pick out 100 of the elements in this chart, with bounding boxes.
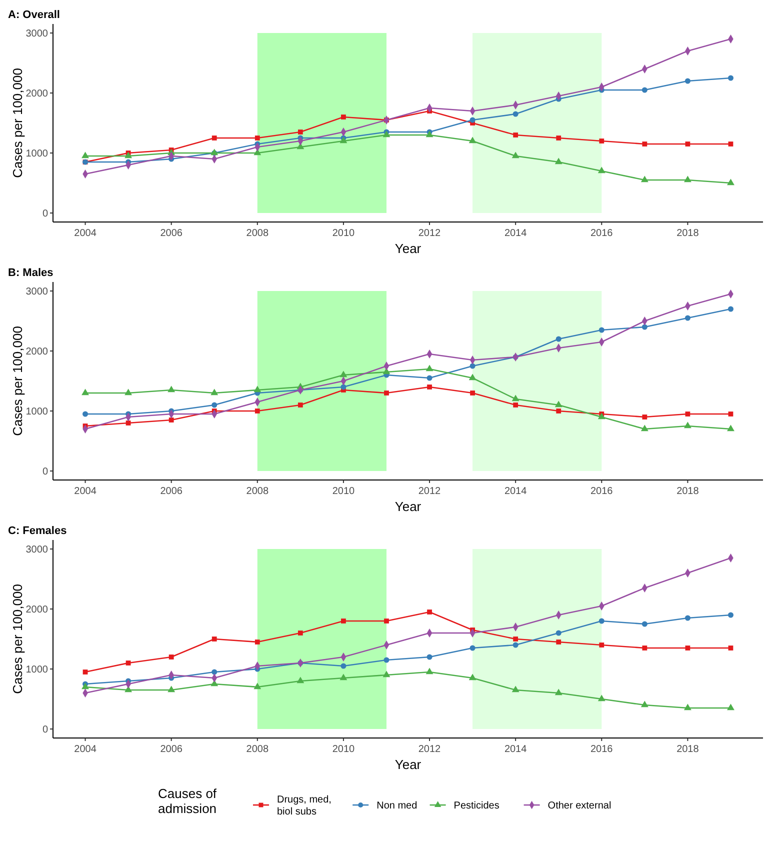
point — [254, 682, 262, 690]
point — [684, 422, 692, 428]
point — [126, 420, 131, 426]
point — [728, 412, 734, 416]
point — [685, 142, 690, 146]
point — [426, 668, 434, 674]
x-tick-label: 2014 — [504, 486, 528, 497]
y-tick-label: 1000 — [26, 664, 48, 676]
legend-label: Pesticides — [454, 800, 500, 812]
point — [341, 114, 346, 120]
x-tick-label: 2008 — [246, 486, 269, 497]
point — [598, 327, 604, 333]
point — [727, 178, 734, 186]
point — [599, 642, 604, 648]
point — [684, 78, 690, 84]
point — [82, 670, 88, 674]
point — [212, 636, 217, 642]
point — [640, 700, 648, 708]
point — [470, 117, 476, 123]
point — [470, 645, 476, 651]
point — [126, 660, 131, 666]
legend-title: Causes of admission — [158, 786, 217, 816]
point — [642, 87, 648, 93]
y-tick-label: 0 — [42, 724, 48, 736]
point — [554, 400, 562, 408]
point — [470, 363, 476, 369]
point — [426, 654, 432, 660]
point — [598, 166, 606, 174]
point — [684, 704, 692, 710]
point — [168, 418, 174, 422]
point — [254, 386, 262, 392]
y-tick-label: 0 — [42, 208, 48, 220]
y-tick-label: 3000 — [26, 544, 48, 556]
point — [340, 370, 348, 378]
x-tick-label: 2004 — [74, 228, 97, 239]
y-tick-label: 1000 — [26, 148, 48, 160]
point — [124, 152, 132, 158]
point — [728, 75, 734, 81]
point — [640, 176, 648, 182]
point — [168, 386, 176, 392]
point — [82, 682, 89, 690]
point — [598, 412, 606, 420]
x-tick-label: 2004 — [74, 744, 97, 755]
x-tick-label: 2016 — [590, 486, 614, 497]
point — [554, 158, 562, 164]
x-tick-label: 2012 — [418, 744, 442, 755]
y-tick-label: 3000 — [26, 286, 48, 298]
point — [384, 618, 389, 624]
x-tick-label: 2018 — [676, 744, 700, 755]
point — [727, 424, 734, 432]
x-tick-label: 2012 — [418, 486, 442, 497]
point — [642, 414, 648, 420]
chart-title: C: Females — [8, 525, 67, 537]
point — [513, 636, 518, 642]
point — [599, 138, 604, 144]
point — [727, 704, 734, 710]
point — [468, 374, 476, 380]
y-tick-label: 2000 — [26, 88, 48, 100]
y-axis-title: Cases per 100,000 — [10, 584, 25, 694]
point — [341, 618, 346, 624]
point — [556, 408, 562, 414]
x-tick-label: 2006 — [160, 486, 183, 497]
point — [82, 388, 89, 396]
x-axis-title: Year — [394, 757, 422, 772]
point — [556, 640, 562, 644]
point — [470, 390, 475, 396]
point — [642, 621, 648, 627]
point — [685, 646, 690, 650]
point — [340, 674, 348, 680]
point — [254, 136, 260, 140]
point — [642, 142, 648, 146]
y-tick-label: 2000 — [26, 604, 48, 616]
y-tick-label: 3000 — [26, 28, 48, 40]
point — [427, 610, 432, 614]
x-axis-title: Year — [394, 241, 422, 256]
x-tick-label: 2014 — [504, 228, 528, 239]
y-axis-title: Cases per 100,000 — [10, 326, 25, 436]
y-tick-label: 1000 — [26, 406, 48, 418]
point — [168, 686, 176, 692]
x-tick-label: 2016 — [590, 228, 614, 239]
point — [298, 402, 303, 408]
point — [512, 111, 518, 117]
point — [382, 130, 390, 138]
point — [728, 612, 734, 618]
point — [340, 136, 348, 144]
point — [254, 408, 260, 414]
point — [124, 388, 132, 396]
x-tick-label: 2018 — [676, 486, 700, 497]
x-tick-label: 2008 — [246, 228, 269, 239]
point — [513, 402, 518, 408]
y-tick-label: 2000 — [26, 346, 48, 358]
point — [554, 688, 562, 696]
point — [642, 646, 648, 650]
point — [298, 630, 303, 636]
point — [168, 654, 174, 660]
legend-label: Drugs, med, biol subs — [277, 794, 332, 818]
point — [513, 132, 518, 138]
point — [728, 142, 734, 146]
point — [296, 676, 304, 684]
x-tick-label: 2018 — [676, 228, 700, 239]
